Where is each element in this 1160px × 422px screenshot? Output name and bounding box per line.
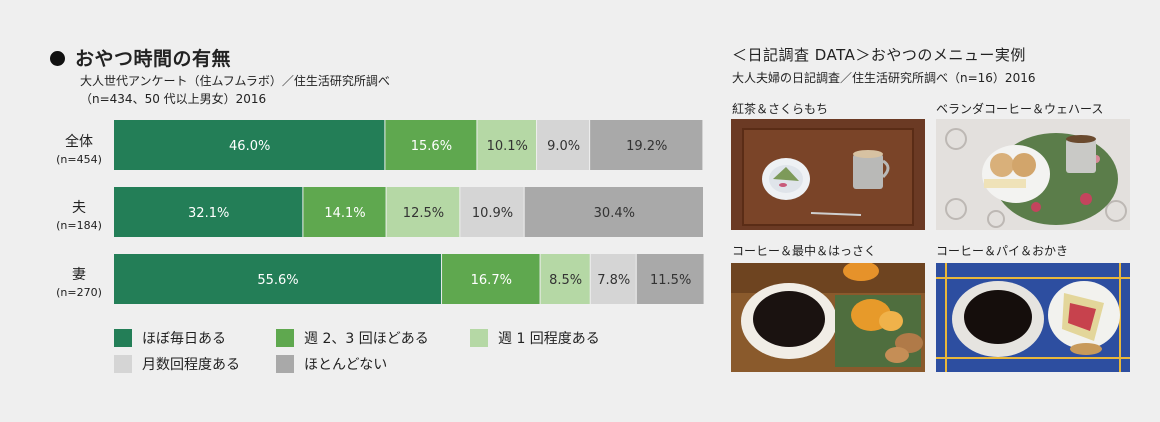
bar-value-label: 14.1% — [324, 206, 365, 221]
bar-value-label: 10.1% — [487, 139, 528, 154]
photo-caption: ベランダコーヒー＆ウェハース — [936, 102, 1104, 116]
bar-segment — [114, 187, 303, 237]
bar-segment — [442, 254, 540, 304]
bar-segment — [303, 187, 386, 237]
legend-label: ほとんどない — [304, 357, 388, 373]
chart-title: おやつ時間の有無 — [75, 48, 232, 70]
legend-swatch — [114, 355, 132, 373]
row-category: 妻 — [72, 267, 86, 283]
menu-subtitle: 大人夫婦の日記調査／住生活研究所調べ（n=16）2016 — [732, 71, 1036, 85]
chart-subtitle: 大人世代アンケート（住ムフムラボ）／住生活研究所調べ — [80, 74, 390, 88]
bar-segment — [386, 187, 460, 237]
row-sample-size: (n=454) — [56, 153, 102, 166]
row-sample-size: (n=270) — [56, 286, 102, 299]
row-category: 全体 — [65, 134, 93, 150]
photo-tea-sakuramochi — [731, 119, 925, 230]
legend-label: 月数回程度ある — [142, 357, 240, 373]
bar-segment — [385, 120, 477, 170]
row-label-husband: 夫 (n=184) — [48, 197, 110, 232]
bar-segment — [524, 187, 703, 237]
bar-value-label: 8.5% — [549, 273, 582, 288]
bar-segment — [460, 187, 524, 237]
bar-segment — [114, 120, 385, 170]
bar-value-label: 55.6% — [257, 273, 298, 288]
legend-label: ほぼ毎日ある — [142, 331, 226, 347]
bar-value-label: 7.8% — [597, 273, 630, 288]
stacked-bar-chart: 46.0% 15.6% 10.1% 9.0% 19.2% 32.1% 14.1% 12.5% 1… — [114, 120, 704, 304]
bar-segment — [590, 120, 703, 170]
legend-label: 週 2、3 回ほどある — [304, 331, 429, 347]
row-label-all: 全体 (n=454) — [48, 131, 110, 166]
legend-item-daily: ほぼ毎日ある — [114, 328, 226, 348]
menu-title: ＜日記調査 DATA＞おやつのメニュー実例 — [732, 46, 1026, 64]
photo-caption: 紅茶＆さくらもち — [732, 102, 829, 116]
bar-value-label: 9.0% — [547, 139, 580, 154]
bar-value-label: 12.5% — [403, 206, 444, 221]
row-label-wife: 妻 (n=270) — [48, 264, 110, 299]
photo-caption: コーヒー＆最中＆はっさく — [732, 244, 877, 258]
legend-label: 週 1 回程度ある — [498, 331, 600, 347]
legend-swatch — [114, 329, 132, 347]
chart-subtitle-sample: （n=434、50 代以上男女）2016 — [80, 92, 267, 106]
bar-segment — [636, 254, 704, 304]
bar-value-label: 15.6% — [411, 139, 452, 154]
row-sample-size: (n=184) — [56, 219, 102, 232]
photo-caption: コーヒー＆パイ＆おかき — [936, 244, 1069, 258]
bar-segment — [540, 254, 590, 304]
bar-value-label: 30.4% — [594, 206, 635, 221]
bar-value-label: 32.1% — [188, 206, 229, 221]
bar-value-label: 19.2% — [626, 139, 667, 154]
legend-swatch — [276, 355, 294, 373]
bar-segment — [537, 120, 590, 170]
legend-swatch — [470, 329, 488, 347]
bar-value-label: 16.7% — [471, 273, 512, 288]
photo-coffee-wafers — [936, 119, 1130, 230]
chart-title-block: おやつ時間の有無 — [50, 44, 231, 71]
legend-item-twice-weekly: 週 2、3 回ほどある — [276, 328, 429, 348]
bar-value-label: 10.9% — [472, 206, 513, 221]
bar-segment — [590, 254, 636, 304]
bullet-icon — [50, 51, 65, 66]
photo-coffee-monaka-hassaku — [731, 263, 925, 372]
legend-swatch — [276, 329, 294, 347]
legend-item-rarely: ほとんどない — [276, 354, 387, 374]
bar-value-label: 46.0% — [229, 139, 270, 154]
row-category: 夫 — [72, 200, 86, 216]
legend-item-weekly: 週 1 回程度ある — [470, 328, 600, 348]
bar-segment — [477, 120, 537, 170]
bar-segment — [114, 254, 442, 304]
bar-value-label: 11.5% — [650, 273, 691, 288]
photo-coffee-pie-okaki — [936, 263, 1130, 372]
legend-item-monthly: 月数回程度ある — [114, 354, 240, 374]
